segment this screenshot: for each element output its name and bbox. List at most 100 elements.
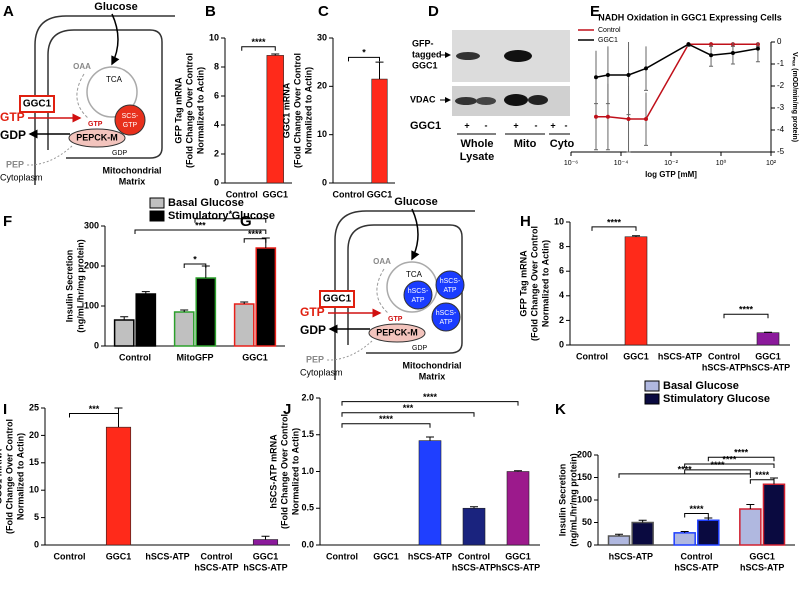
diagram-label: PEP [306, 354, 324, 364]
y-axis-label: Insulin Secretion [64, 250, 74, 323]
x-tick-label: GGC1 [623, 351, 649, 361]
significance-label: **** [722, 454, 737, 464]
bar [173, 311, 195, 347]
panel-label: K [555, 401, 566, 418]
x-tick-label: GGC1 [262, 189, 288, 199]
blot-band [504, 94, 528, 106]
diagram-label: GGC1 [323, 294, 352, 305]
legend-swatch [149, 210, 165, 222]
significance-bracket [341, 423, 431, 428]
y-axis-label: GGC1 mRNA [281, 82, 291, 138]
x-tick-label: 10² [766, 160, 777, 167]
y-tick-label: 10 [554, 216, 564, 226]
significance-label: **** [734, 448, 749, 458]
x-tick-label: GGC1 [749, 551, 775, 561]
legend-swatch [644, 380, 660, 392]
x-tick-label: GGC1 [367, 189, 393, 199]
bar [624, 236, 648, 346]
significance-bracket [194, 218, 267, 223]
y-tick-label: 4 [214, 119, 219, 129]
diagram-label: hSCS- [436, 310, 457, 317]
point [605, 114, 610, 119]
y-tick-label: 30 [317, 32, 327, 42]
significance-label: **** [423, 392, 438, 402]
bar [739, 508, 762, 546]
significance-label: **** [689, 504, 704, 514]
y-tick-label: 6 [559, 266, 564, 276]
y-tick-label: 200 [577, 449, 592, 459]
significance-bracket [243, 238, 267, 243]
sign: - [485, 120, 488, 130]
bar [697, 519, 720, 546]
significance-label: **** [251, 37, 266, 47]
diagram-label: OAA [73, 62, 91, 71]
membrane [347, 224, 463, 354]
error-bar [240, 301, 249, 304]
diagram-label: Mitochondrial [103, 165, 162, 175]
x-tick-label: Control [201, 551, 233, 561]
significance-bracket [241, 46, 276, 51]
significance-bracket [707, 456, 775, 462]
error-bar [426, 436, 434, 441]
error-bar [470, 506, 478, 509]
bar [756, 332, 780, 346]
y-tick-label: 100 [84, 300, 99, 310]
significance-label: * [362, 48, 366, 58]
significance-bracket [749, 479, 775, 484]
significance-bracket [69, 412, 119, 418]
error-bar [271, 53, 280, 56]
x-tick-label: hSCS-ATP [408, 551, 452, 561]
x-tick-label: MitoGFP [177, 352, 214, 362]
bar [607, 535, 631, 546]
diagram-label: ATP [411, 297, 424, 304]
y-tick-label: -1 [777, 59, 785, 68]
y-axis-label: (Fold Change Over Control [529, 226, 539, 341]
error-bar [632, 235, 640, 237]
error-bar [638, 519, 647, 523]
bar [233, 303, 255, 347]
membrane [34, 15, 175, 185]
lane-label: Mito [514, 138, 537, 150]
x-tick-label: Control [458, 551, 490, 561]
y-tick-label: 0 [559, 339, 564, 349]
bar [252, 539, 279, 546]
point [594, 114, 598, 119]
x-tick-label: hSCS-ATP [609, 551, 653, 561]
membrane [47, 29, 163, 159]
significance-label: **** [678, 464, 693, 474]
diagram-label: GDP [112, 150, 128, 157]
diagram-label: PEPCK-M [76, 132, 118, 142]
sign: + [464, 120, 469, 130]
diagram-label: OAA [373, 257, 391, 266]
y-tick-label: -4 [777, 125, 785, 134]
panel-label: A [3, 3, 14, 20]
y-axis-label: Insulin Secretion [557, 464, 567, 537]
diagram-label: GTP [300, 305, 325, 319]
y-tick-label: 5 [34, 512, 39, 522]
bar [255, 247, 277, 347]
tca-cycle [86, 66, 138, 118]
series-line [596, 43, 758, 120]
significance-label: **** [379, 414, 394, 424]
diagram-label: TCA [406, 270, 423, 279]
y-tick-label: 2 [214, 148, 219, 158]
significance-label: **** [711, 460, 726, 470]
row-label: tagged [412, 49, 442, 59]
y-axis-label: (Fold Change Over Control [279, 414, 289, 529]
series-line [595, 43, 759, 78]
error-bar [514, 470, 522, 472]
diagram-label: TCA [106, 75, 123, 84]
legend-label: Basal Glucose [663, 380, 739, 392]
y-axis-label: Normalized to Actin) [303, 67, 313, 154]
row-label: GFP- [412, 38, 434, 48]
x-tick-label: GGC1 [106, 551, 132, 561]
mito-diagram: GlucoseTCAOAASCS-GTPGGC1GTPGDPGTPPEPCK-M… [0, 1, 175, 186]
y-tick-label: 1.5 [301, 429, 314, 439]
diagram-label: ATP [439, 319, 452, 326]
diagram-label: ATP [443, 287, 456, 294]
bar [135, 293, 157, 347]
x-tick-label: GGC1 [755, 351, 781, 361]
significance-label: * [229, 209, 233, 219]
x-tick-label: hSCS-ATP [194, 562, 238, 572]
